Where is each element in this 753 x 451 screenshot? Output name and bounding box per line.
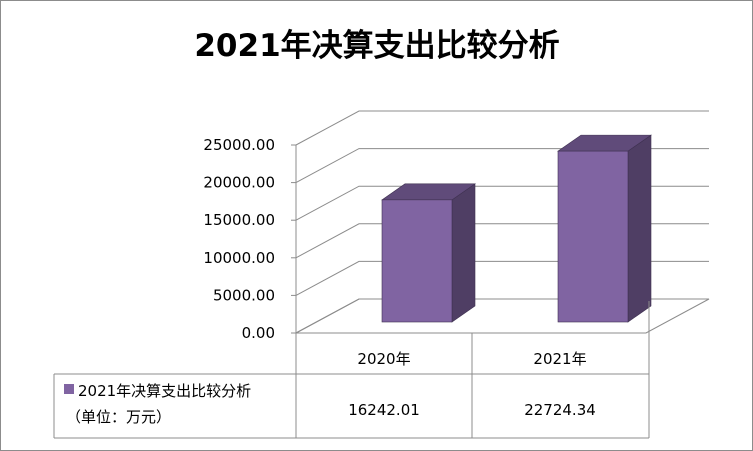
gridline [295,110,709,146]
bar [381,199,453,323]
chart-title: 2021年决算支出比较分析 [194,28,559,64]
x-category-label: 2020年 [357,350,410,368]
bar-side [627,134,652,323]
bar-side [451,183,476,323]
y-tick-label: 15000.00 [203,211,275,229]
data-label: 22724.34 [524,401,596,419]
bar [557,150,629,323]
y-tick-label: 25000.00 [203,136,275,154]
legend-swatch [64,384,74,394]
data-table: 2020年 16242.01 2021年 22724.34 2021年决算支出比较分析（… [53,301,650,439]
y-tick-label: 10000.00 [203,249,275,267]
x-category-label: 2021年 [533,350,586,368]
y-tick-label: 0.00 [242,324,275,342]
y-tick-label: 5000.00 [213,286,275,304]
plot-area: 0.00 5000.00 10000.00 15000.00 20000.00 25000… [203,110,710,342]
data-label: 16242.01 [348,401,420,419]
legend-label: 2021年决算支出比较分析（单位：万元） [66,382,251,426]
y-tick-label: 20000.00 [203,174,275,192]
